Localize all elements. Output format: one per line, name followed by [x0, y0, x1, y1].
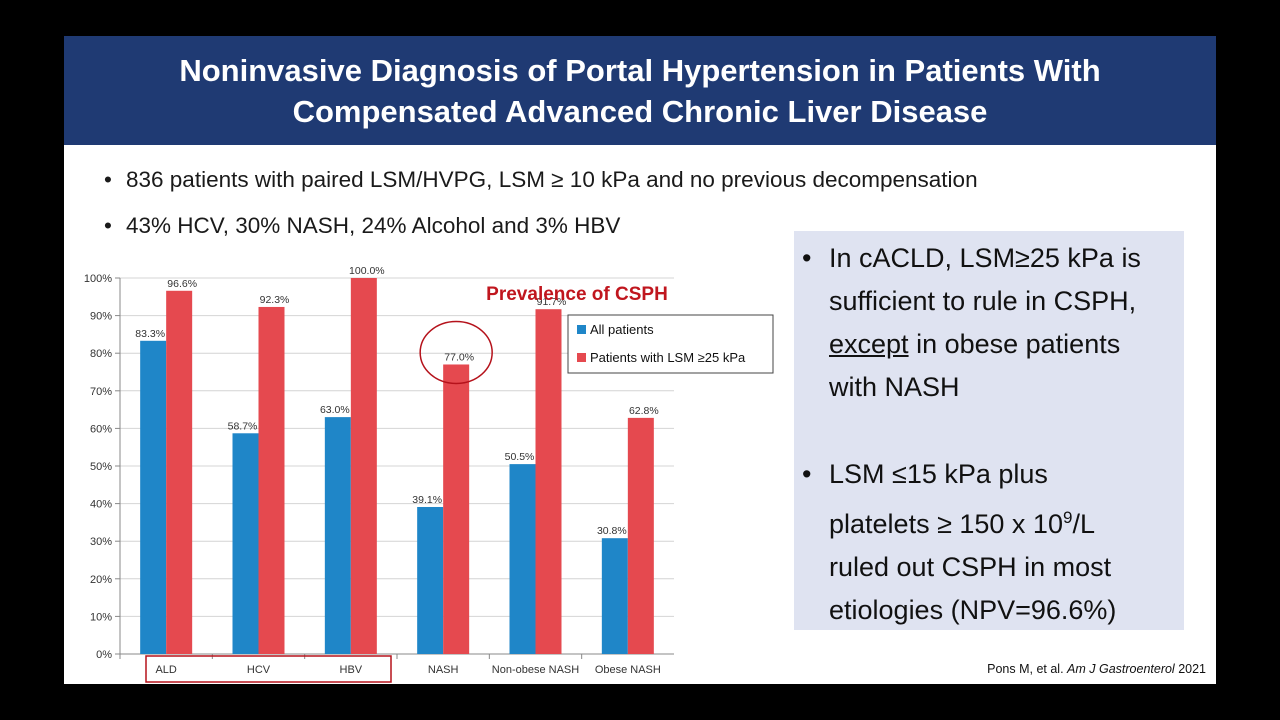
bullet-text: 43% HCV, 30% NASH, 24% Alcohol and 3% HB…	[126, 213, 620, 238]
data-label: 30.8%	[597, 525, 627, 537]
line: ruled out CSPH in most	[829, 546, 1184, 589]
slide: Noninvasive Diagnosis of Portal Hyperten…	[64, 36, 1216, 684]
data-label: 100.0%	[349, 265, 385, 277]
x-tick-label: HBV	[340, 664, 363, 676]
citation: Pons M, et al. Am J Gastroenterol 2021	[987, 662, 1206, 676]
y-tick-label: 50%	[90, 461, 112, 473]
bar-lsm25	[628, 418, 654, 654]
x-tick-label: Non-obese NASH	[492, 664, 579, 676]
citation-journal: Am J Gastroenterol	[1067, 662, 1175, 676]
line: etiologies (NPV=96.6%)	[829, 589, 1184, 632]
slide-title-line-2: Compensated Advanced Chronic Liver Disea…	[293, 91, 988, 132]
underlined-word: except	[829, 329, 909, 359]
y-tick-label: 70%	[90, 386, 112, 398]
bar-lsm25	[259, 307, 285, 654]
bullet-patients: • 836 patients with paired LSM/HVPG, LSM …	[104, 167, 978, 193]
line: with NASH	[829, 366, 1184, 409]
bullet-marker: •	[104, 167, 126, 193]
slide-title-line-1: Noninvasive Diagnosis of Portal Hyperten…	[179, 50, 1100, 91]
bar-all-patients	[510, 464, 536, 654]
y-tick-label: 40%	[90, 499, 112, 511]
bar-lsm25	[443, 364, 469, 654]
csph-bar-chart: 0% 10% 20% 30% 40% 50% 60% 70% 80% 90% 100% ALD HCV H…	[64, 251, 784, 683]
bullet-marker: •	[802, 453, 811, 496]
y-tick-label: 20%	[90, 574, 112, 586]
bullet-marker: •	[104, 213, 126, 239]
line: In cACLD, LSM≥25 kPa is	[829, 237, 1184, 280]
y-tick-label: 90%	[90, 311, 112, 323]
bar-all-patients	[140, 341, 166, 654]
data-label: 83.3%	[135, 328, 165, 340]
y-tick-label: 80%	[90, 348, 112, 360]
line-post: /L	[1072, 509, 1095, 539]
data-labels: 83.3% 96.6% 58.7% 92.3% 63.0% 100.0% 39.1% 77.0…	[135, 265, 658, 537]
y-tick-label: 10%	[90, 611, 112, 623]
x-tick-label: NASH	[428, 664, 459, 676]
data-label: 63.0%	[320, 404, 350, 416]
bar-lsm25	[351, 278, 377, 654]
data-label: 39.1%	[412, 494, 442, 506]
line: platelets ≥ 150 x 109/L	[829, 496, 1184, 546]
line: LSM ≤15 kPa plus	[829, 453, 1184, 496]
x-tick-label: Obese NASH	[595, 664, 661, 676]
y-tick-label: 30%	[90, 536, 112, 548]
y-tick-label: 60%	[90, 423, 112, 435]
legend-label-lsm25: Patients with LSM ≥25 kPa	[590, 350, 746, 365]
data-label: 50.5%	[505, 451, 535, 463]
bullet-etiologies: • 43% HCV, 30% NASH, 24% Alcohol and 3% H…	[104, 213, 620, 239]
legend-swatch-lsm25	[577, 353, 586, 362]
data-label: 77.0%	[444, 351, 474, 363]
y-tick-label: 100%	[84, 273, 112, 285]
x-tick-label: ALD	[155, 664, 176, 676]
data-label: 92.3%	[260, 294, 290, 306]
y-tick-label: 0%	[96, 649, 112, 661]
data-label: 96.6%	[167, 278, 197, 290]
line-pre: platelets ≥ 150 x 10	[829, 509, 1063, 539]
data-label: 62.8%	[629, 405, 659, 417]
key-findings-box: • In cACLD, LSM≥25 kPa is sufficient to …	[794, 231, 1184, 630]
citation-year: 2021	[1175, 662, 1206, 676]
bullet-marker: •	[802, 237, 811, 280]
finding-rule-in-text: In cACLD, LSM≥25 kPa is sufficient to ru…	[829, 237, 1184, 409]
bar-all-patients	[325, 417, 351, 654]
line: except in obese patients	[829, 323, 1184, 366]
chart-legend: All patients Patients with LSM ≥25 kPa	[568, 315, 773, 373]
bar-all-patients	[233, 433, 259, 654]
legend-label-all-patients: All patients	[590, 322, 654, 337]
finding-rule-out-text: LSM ≤15 kPa plus platelets ≥ 150 x 109/L…	[829, 453, 1184, 632]
bar-lsm25	[536, 309, 562, 654]
line-rest: in obese patients	[909, 329, 1121, 359]
data-label: 58.7%	[228, 420, 258, 432]
legend-swatch-all-patients	[577, 325, 586, 334]
line: sufficient to rule in CSPH,	[829, 280, 1184, 323]
bar-lsm25	[166, 291, 192, 654]
x-tick-label: HCV	[247, 664, 271, 676]
title-bar: Noninvasive Diagnosis of Portal Hyperten…	[64, 36, 1216, 145]
bullet-text: 836 patients with paired LSM/HVPG, LSM ≥…	[126, 167, 978, 192]
bar-all-patients	[417, 507, 443, 654]
citation-authors: Pons M, et al.	[987, 662, 1067, 676]
bar-all-patients	[602, 538, 628, 654]
chart-title: Prevalence of CSPH	[486, 284, 668, 305]
